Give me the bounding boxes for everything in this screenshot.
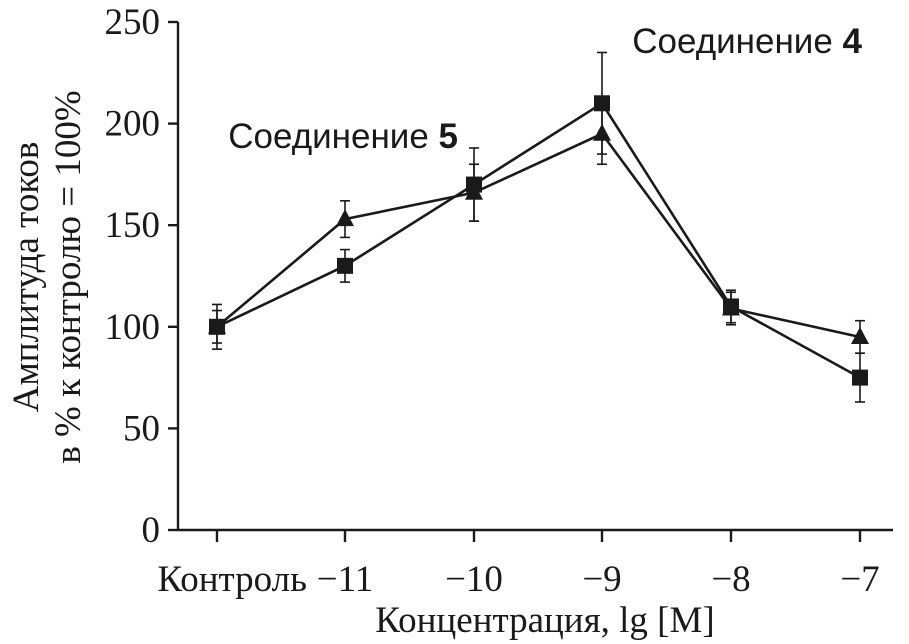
marker-square-1: [337, 257, 353, 274]
x-tick-label-4: −8: [711, 559, 750, 600]
y-tick-label-100: 100: [105, 307, 161, 348]
y-tick-label-50: 50: [123, 408, 160, 449]
marker-triangle-2: [465, 182, 483, 200]
y-tick-label-150: 150: [105, 205, 161, 246]
marker-triangle-1: [336, 209, 354, 227]
y-axis-title-line1: Амплитуда токов: [6, 142, 47, 413]
annotation-compound-4-number: 4: [843, 22, 863, 61]
y-axis-title-line2: в % к контролю = 100%: [48, 90, 89, 463]
x-ticks: Контроль −11 −10 −9 −8 −7: [157, 530, 880, 600]
annotation-compound-4: Соединение 4: [632, 22, 862, 61]
y-tick-label-200: 200: [105, 104, 161, 145]
annotation-compound-5-number: 5: [439, 117, 458, 156]
annotation-compound-5: Соединение 5: [228, 117, 458, 156]
series-layer: [208, 51, 869, 403]
series-triangle: [208, 102, 869, 355]
y-ticks: 0 50 100 150 200 250: [105, 2, 178, 551]
series-line-square: [216, 101, 861, 379]
x-tick-label-0: Контроль: [157, 559, 307, 600]
annotation-compound-4-prefix: Соединение: [632, 22, 842, 61]
y-tick-label-250: 250: [105, 2, 161, 43]
x-tick-label-2: −10: [445, 559, 503, 600]
marker-triangle-5: [851, 326, 869, 344]
annotation-compound-5-prefix: Соединение: [228, 117, 438, 156]
marker-triangle-4: [722, 298, 740, 316]
x-tick-label-3: −9: [582, 559, 621, 600]
x-tick-label-5: −7: [840, 559, 879, 600]
marker-triangle-0: [208, 316, 226, 334]
marker-triangle-3: [593, 123, 611, 141]
x-tick-label-1: −11: [317, 559, 374, 600]
axes: [176, 22, 893, 532]
marker-square-5: [852, 369, 868, 386]
series-line-triangle: [216, 132, 861, 339]
x-axis-title: Концентрация, lg [M]: [375, 600, 714, 641]
y-tick-label-0: 0: [142, 510, 161, 551]
series-square: [209, 51, 868, 403]
